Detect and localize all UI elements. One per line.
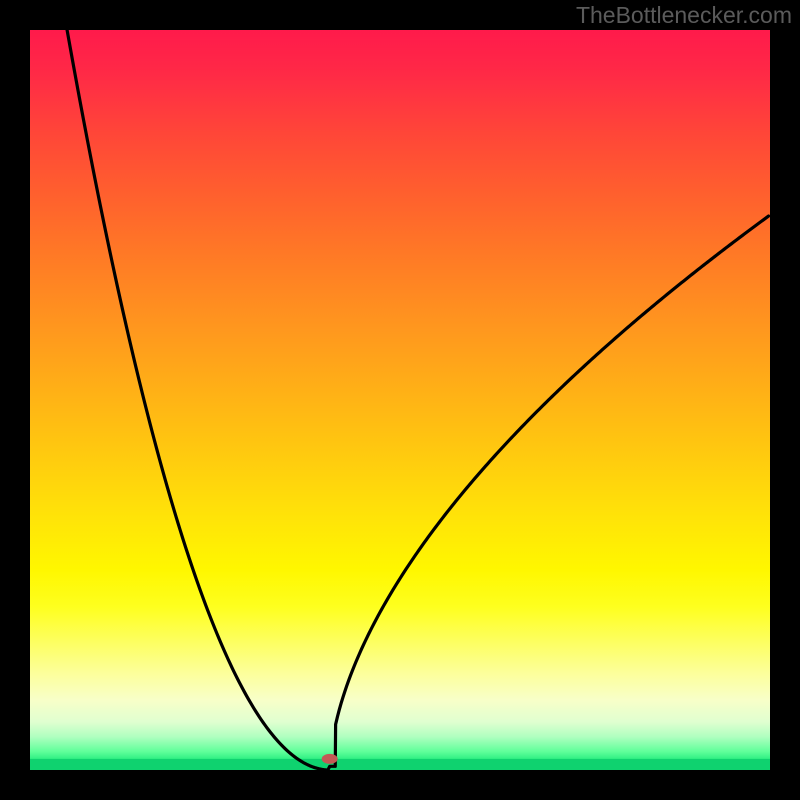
watermark-text: TheBottlenecker.com — [576, 2, 792, 29]
chart-svg — [0, 0, 800, 800]
chart-frame: TheBottlenecker.com — [0, 0, 800, 800]
